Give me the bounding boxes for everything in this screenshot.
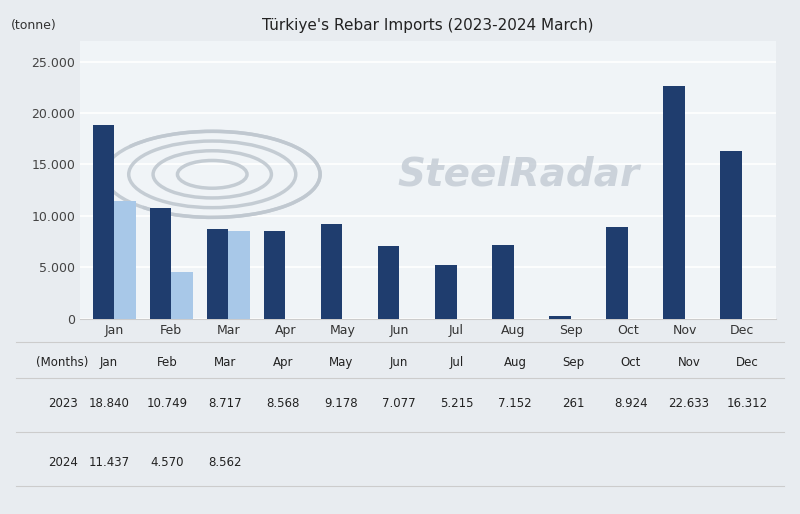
Bar [720,151,742,319]
Bar [93,125,114,319]
Text: 22.633: 22.633 [669,397,710,410]
Text: 8.568: 8.568 [266,397,300,410]
Text: Nov: Nov [678,356,701,369]
Bar [549,316,570,319]
Text: Mar: Mar [214,356,236,369]
Text: Jun: Jun [390,356,408,369]
Text: (tonne): (tonne) [10,19,56,32]
Bar [435,265,457,319]
Bar [606,227,628,319]
Text: Jul: Jul [450,356,464,369]
Text: Dec: Dec [736,356,758,369]
Bar [171,272,193,319]
Text: Sep: Sep [562,356,584,369]
Text: 5.215: 5.215 [440,397,474,410]
Bar [228,231,250,319]
Text: 2023: 2023 [48,397,78,410]
Text: 2024: 2024 [48,456,78,469]
Text: 4.570: 4.570 [150,456,184,469]
Text: 8.717: 8.717 [208,397,242,410]
Text: 261: 261 [562,397,584,410]
Text: 16.312: 16.312 [726,397,767,410]
Text: Aug: Aug [503,356,526,369]
Bar [264,231,286,319]
Text: Apr: Apr [273,356,294,369]
Text: 7.152: 7.152 [498,397,532,410]
Text: (Months): (Months) [36,356,88,369]
Text: May: May [329,356,353,369]
Title: Türkiye's Rebar Imports (2023-2024 March): Türkiye's Rebar Imports (2023-2024 March… [262,18,594,33]
Text: 11.437: 11.437 [89,456,130,469]
Bar [114,201,136,319]
Text: 18.840: 18.840 [89,397,130,410]
Bar [321,224,342,319]
Text: 8.562: 8.562 [208,456,242,469]
Text: 9.178: 9.178 [324,397,358,410]
Text: Oct: Oct [621,356,641,369]
Bar [206,229,228,319]
Text: Jan: Jan [100,356,118,369]
Text: 8.924: 8.924 [614,397,648,410]
Text: 10.749: 10.749 [146,397,187,410]
Bar [663,86,685,319]
Bar [150,208,171,319]
Bar [492,245,514,319]
Text: Feb: Feb [157,356,178,369]
Text: SteelRadar: SteelRadar [398,155,639,193]
Text: 7.077: 7.077 [382,397,416,410]
Bar [378,246,399,319]
